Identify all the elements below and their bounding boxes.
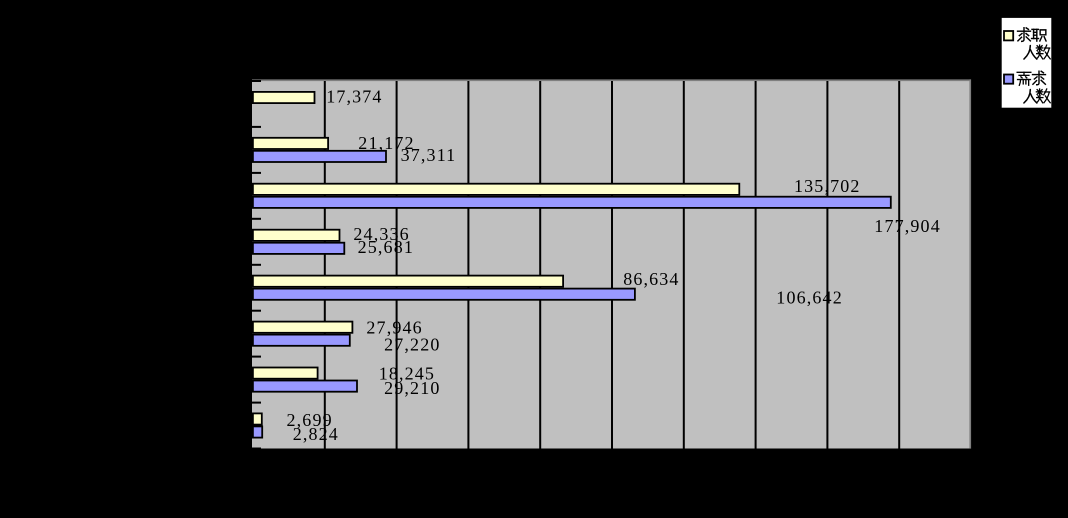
svg-text:27,220: 27,220 bbox=[384, 334, 440, 354]
svg-text:25,681: 25,681 bbox=[358, 237, 414, 257]
svg-text:177,904: 177,904 bbox=[874, 216, 941, 236]
svg-text:24,336: 24,336 bbox=[353, 224, 409, 244]
svg-text:21,172: 21,172 bbox=[358, 133, 414, 153]
svg-text:2,699: 2,699 bbox=[287, 410, 333, 430]
svg-text:135,702: 135,702 bbox=[794, 176, 861, 196]
svg-text:27,946: 27,946 bbox=[366, 318, 422, 338]
svg-text:2,824: 2,824 bbox=[293, 424, 339, 444]
svg-text:37,311: 37,311 bbox=[401, 145, 457, 165]
svg-text:106,642: 106,642 bbox=[776, 288, 843, 308]
svg-text:86,634: 86,634 bbox=[623, 269, 679, 289]
svg-text:18,245: 18,245 bbox=[379, 363, 435, 383]
svg-text:17,374: 17,374 bbox=[326, 87, 382, 107]
svg-text:29,210: 29,210 bbox=[384, 378, 440, 398]
